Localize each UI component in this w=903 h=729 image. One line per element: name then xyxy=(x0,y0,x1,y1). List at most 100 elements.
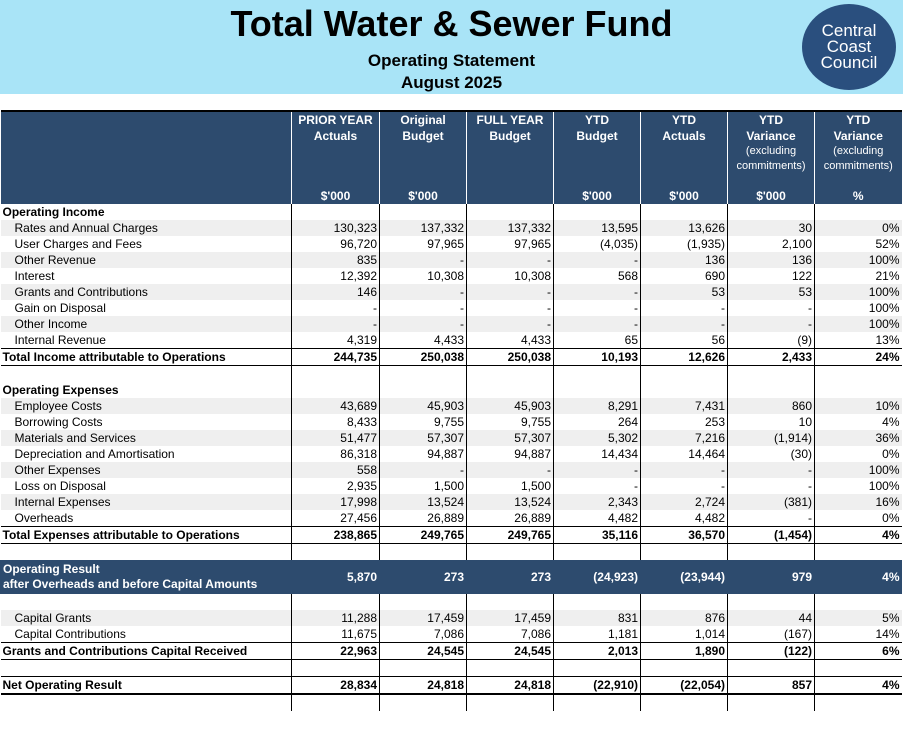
row-value: 36,570 xyxy=(640,526,728,544)
row-value: 568 xyxy=(553,268,641,284)
row-value: 53 xyxy=(640,284,728,300)
row-label: Other Revenue xyxy=(0,252,292,268)
row-value: 53 xyxy=(727,284,815,300)
row-value: (4,035) xyxy=(553,236,641,252)
row-value: (167) xyxy=(727,626,815,643)
row-value: 857 xyxy=(727,676,815,695)
row-value: 2,343 xyxy=(553,494,641,510)
row-value xyxy=(291,204,380,220)
row-value: 24,545 xyxy=(379,642,467,660)
row-value: 28,834 xyxy=(291,676,380,695)
row-value xyxy=(291,659,380,677)
row-value xyxy=(553,594,641,610)
row-value: 9,755 xyxy=(466,414,554,430)
row-label: Overheads xyxy=(14,511,74,525)
row-value: - xyxy=(640,316,728,332)
table-row: Operating Result after Overheads and befo… xyxy=(0,560,902,594)
column-unit: $'000 xyxy=(640,184,728,204)
row-label: Operating Expenses xyxy=(2,383,119,397)
row-value xyxy=(640,659,728,677)
logo-line: Coast xyxy=(826,37,872,56)
table-row: Loss on Disposal 2,935 1,500 1,500- - -100% xyxy=(1,478,902,494)
row-value xyxy=(640,204,728,220)
row-value: 876 xyxy=(640,610,728,626)
row-value: 137,332 xyxy=(379,220,467,236)
column-unit: $'000 xyxy=(727,184,815,204)
column-header-line: Actuals xyxy=(313,129,358,143)
row-value: 65 xyxy=(553,332,641,349)
row-value: 122 xyxy=(727,268,815,284)
row-value xyxy=(727,543,815,560)
column-header: YTD Actuals xyxy=(640,111,728,184)
row-label: Rates and Annual Charges xyxy=(0,220,292,236)
row-value xyxy=(727,694,815,711)
row-value: 690 xyxy=(640,268,728,284)
row-value xyxy=(291,365,380,382)
row-value: 250,038 xyxy=(466,348,554,366)
row-value: 264 xyxy=(553,414,641,430)
row-value xyxy=(814,382,902,398)
row-value: (381) xyxy=(727,494,815,510)
row-value: 14,464 xyxy=(640,446,728,462)
report-period: August 2025 xyxy=(400,73,503,92)
row-value: - xyxy=(553,300,641,316)
row-value: 35,116 xyxy=(553,526,641,544)
row-value: 57,307 xyxy=(466,430,554,446)
row-label: Net Operating Result xyxy=(0,676,292,695)
column-header: FULL YEAR Budget xyxy=(466,111,554,184)
row-label xyxy=(1,594,292,610)
row-value: 24,818 xyxy=(466,676,554,695)
row-value: (22,054) xyxy=(640,676,728,695)
row-value: - xyxy=(553,316,641,332)
row-value xyxy=(640,382,728,398)
row-value: 249,765 xyxy=(466,526,554,544)
row-value: 835 xyxy=(291,252,380,268)
row-value: 4% xyxy=(814,676,902,695)
row-value: 253 xyxy=(640,414,728,430)
row-value: 52% xyxy=(814,236,902,252)
row-value xyxy=(466,659,554,677)
column-header-line: Original xyxy=(400,113,446,127)
row-label: Operating Income xyxy=(2,205,105,219)
row-value xyxy=(553,659,641,677)
column-header: Original Budget xyxy=(379,111,467,184)
column-header-line: commitments) xyxy=(823,160,893,172)
table-row: Capital Grants 11,288 17,459 17,459 831 876 44… xyxy=(0,610,902,626)
table-row: Operating Income xyxy=(1,204,902,220)
table-row: Operating Expenses xyxy=(1,382,902,398)
row-value: 13,524 xyxy=(466,494,554,510)
row-value: 96,720 xyxy=(291,236,380,252)
row-value: 14% xyxy=(814,626,902,643)
row-value xyxy=(814,694,902,711)
row-value: 17,459 xyxy=(466,610,554,626)
row-value: - xyxy=(553,462,641,478)
row-value xyxy=(814,204,902,220)
row-value xyxy=(553,543,641,560)
row-label: Operating Result after Overheads and befo… xyxy=(0,560,292,594)
row-value: - xyxy=(553,478,641,494)
table-row: Internal Expenses 17,998 13,524 13,524 2,343… xyxy=(0,494,902,510)
table-row: Gain on Disposal - - - - - -100% xyxy=(1,300,902,316)
row-label: Depreciation and Amortisation xyxy=(14,447,175,461)
row-value: 7,086 xyxy=(466,626,554,643)
row-value: 13,524 xyxy=(379,494,467,510)
column-header-line: Variance xyxy=(746,129,796,143)
row-value: (22,910) xyxy=(553,676,641,695)
row-value: 10,308 xyxy=(379,268,467,284)
row-value: (9) xyxy=(727,332,815,349)
column-header-line: Actuals xyxy=(662,129,706,143)
row-value: 4,482 xyxy=(553,510,641,527)
row-value xyxy=(727,365,815,382)
column-header-line: YTD xyxy=(846,113,871,127)
row-value xyxy=(379,365,467,382)
row-value xyxy=(727,594,815,610)
row-value: 1,181 xyxy=(553,626,641,643)
row-label: Gain on Disposal xyxy=(14,301,106,315)
row-label: User Charges and Fees xyxy=(14,237,142,251)
row-value: (23,944) xyxy=(640,560,728,594)
row-value: - xyxy=(466,252,554,268)
column-unit: % xyxy=(814,184,902,204)
column-header: YTD Budget xyxy=(553,111,641,184)
column-header-line: (excluding xyxy=(745,145,797,157)
row-value: 2,013 xyxy=(553,642,641,660)
